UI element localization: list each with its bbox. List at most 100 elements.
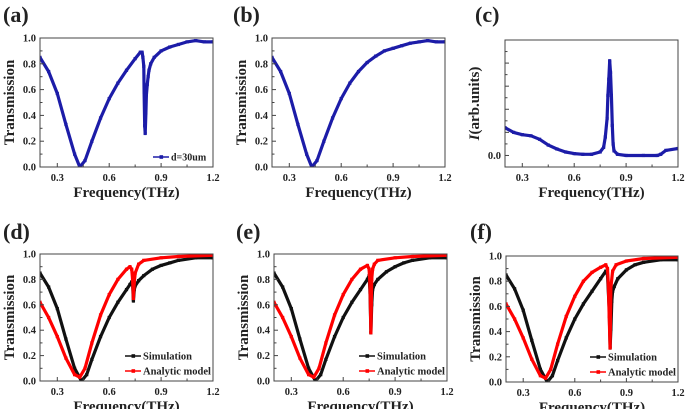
series-line — [274, 256, 447, 381]
data-point — [128, 265, 132, 269]
panel-a: (a) 0.3 0.6 0.9 1.2 0.0 0.2 0.4 0.6 0.8 1.0 Frequen… — [2, 2, 220, 201]
data-point — [140, 50, 144, 54]
legend-marker — [596, 355, 601, 359]
y-axis-label-text: Transmission — [468, 276, 484, 362]
data-point — [371, 267, 375, 271]
data-point — [312, 375, 316, 379]
data-point — [78, 165, 82, 167]
data-point — [581, 302, 585, 306]
data-point — [529, 134, 533, 138]
data-point — [521, 308, 525, 312]
x-tick-label: 0.6 — [103, 173, 116, 184]
x-tick-label: 0.3 — [516, 173, 529, 184]
data-point — [40, 300, 42, 304]
data-point — [145, 82, 149, 87]
data-point — [194, 38, 198, 43]
data-point — [142, 64, 146, 68]
data-point — [289, 307, 293, 311]
data-point — [98, 334, 103, 339]
legend-marker — [159, 155, 164, 159]
data-point — [393, 265, 397, 269]
data-point — [607, 77, 611, 81]
x-tick-label: 0.3 — [51, 173, 64, 184]
legend-marker — [365, 369, 370, 373]
data-point — [581, 279, 585, 283]
panel-label: (c) — [475, 2, 499, 27]
data-point — [131, 296, 136, 301]
x-tick-label: 0.9 — [155, 173, 168, 184]
panel-e: (e) 0.3 0.6 0.9 1.2 0.0 0.2 0.4 0.6 0.8 1.0 Frequen… — [236, 219, 454, 409]
y-tick-label: 0.2 — [489, 352, 502, 363]
legend-label: Simulation — [143, 352, 192, 363]
data-point — [659, 258, 663, 262]
data-point — [530, 357, 534, 361]
data-point — [633, 263, 637, 267]
data-point — [55, 307, 59, 311]
data-point — [590, 270, 594, 274]
data-point — [624, 268, 628, 272]
y-axis-label-text: Transmission — [234, 59, 250, 145]
data-point — [676, 146, 678, 151]
data-point — [382, 49, 387, 53]
data-point — [428, 256, 432, 260]
data-point — [573, 294, 577, 298]
legend-item: Simulation — [125, 352, 192, 363]
data-point — [545, 380, 549, 382]
data-point — [298, 356, 302, 360]
x-tick-label: 0.3 — [285, 387, 298, 398]
data-point — [152, 55, 156, 59]
x-tick-label: 0.6 — [103, 387, 116, 398]
data-point — [116, 277, 120, 281]
x-tick-label: 0.9 — [620, 388, 633, 399]
data-point — [641, 153, 645, 158]
data-point — [324, 357, 328, 362]
data-point — [564, 336, 568, 340]
y-tick-label: 0.6 — [23, 300, 36, 311]
data-point — [376, 277, 380, 281]
data-point — [659, 152, 663, 156]
data-point — [608, 59, 612, 63]
data-point — [176, 42, 180, 47]
data-point — [133, 57, 137, 61]
y-axis-label: Transmission — [2, 59, 18, 145]
data-point — [130, 267, 134, 271]
data-point — [391, 46, 395, 50]
data-point — [376, 258, 380, 262]
data-point — [142, 258, 146, 262]
data-point — [513, 317, 517, 321]
data-point — [274, 300, 276, 304]
panel-f: (f) 0.3 0.6 0.9 1.2 0.0 0.2 0.4 0.6 0.8 1.0 Frequen… — [468, 219, 685, 409]
data-point — [116, 300, 120, 304]
data-point — [615, 152, 620, 156]
data-point — [598, 150, 602, 154]
data-point — [287, 91, 291, 96]
data-point — [676, 256, 678, 259]
data-point — [350, 300, 354, 304]
y-tick-label: 1.0 — [257, 250, 270, 261]
x-tick-label: 0.3 — [51, 387, 64, 398]
data-point — [608, 346, 612, 350]
data-point — [606, 282, 610, 286]
data-point — [608, 70, 613, 74]
y-tick-label: 0.8 — [23, 275, 36, 286]
data-point — [393, 256, 397, 260]
data-point — [341, 293, 345, 297]
panel-label: (d) — [3, 219, 30, 244]
data-point — [310, 165, 314, 167]
data-point — [90, 357, 94, 362]
series-0 — [505, 59, 678, 158]
y-tick-label: 0.4 — [23, 111, 37, 122]
data-point — [281, 315, 285, 320]
data-point — [434, 40, 438, 44]
data-point — [443, 40, 445, 44]
x-axis-label: Frequency(THz) — [538, 185, 644, 201]
data-point — [556, 342, 560, 346]
data-point — [83, 158, 87, 163]
data-point — [47, 315, 51, 320]
data-point — [410, 254, 414, 259]
legend-item: Analytic model — [590, 368, 676, 379]
legend-marker — [596, 370, 601, 374]
x-axis-label: Frequency(THz) — [307, 399, 413, 409]
data-point — [417, 40, 421, 44]
data-point — [150, 267, 155, 271]
